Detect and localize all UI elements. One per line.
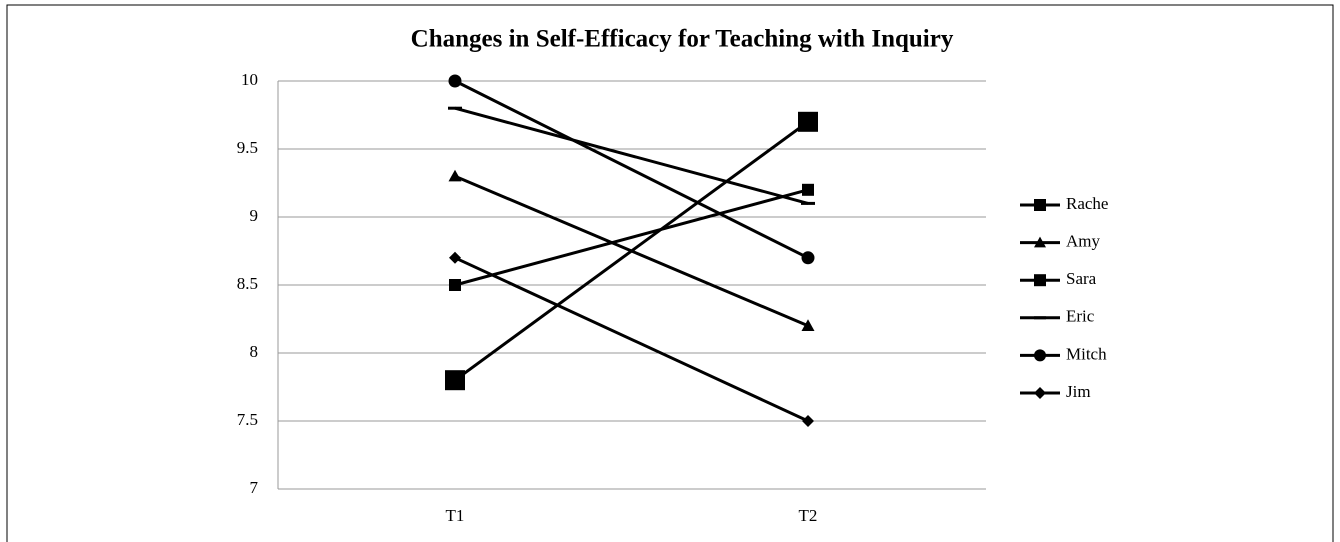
chart-border	[6, 4, 1334, 542]
series-line	[454, 174, 809, 328]
data-point	[448, 169, 462, 182]
data-point	[798, 111, 818, 132]
series-line	[454, 256, 809, 423]
y-tick-label: 8.5	[237, 274, 258, 293]
data-point	[802, 183, 814, 196]
y-tick-label: 9	[250, 206, 259, 225]
x-tick-label: T2	[799, 506, 818, 525]
legend: Rache Amy Sara Eric Mitch Jim	[1020, 194, 1108, 401]
y-tick-label: 8	[250, 342, 259, 361]
data-point	[802, 415, 814, 427]
y-tick-label: 10	[241, 70, 258, 89]
data-point	[801, 251, 815, 265]
x-tick-label: T1	[446, 506, 465, 525]
y-tick-label: 7.5	[237, 410, 258, 429]
data-point	[801, 319, 815, 331]
legend-marker	[1034, 349, 1046, 362]
data-point	[448, 74, 462, 88]
legend-label: Rache	[1066, 194, 1108, 213]
legend-label: Sara	[1066, 269, 1097, 288]
series-line	[454, 188, 809, 287]
data-point	[449, 279, 461, 291]
legend-label: Jim	[1066, 382, 1091, 401]
legend-marker	[1034, 387, 1046, 399]
chart-title: Changes in Self-Efficacy for Teaching wi…	[411, 26, 954, 53]
data-point	[445, 370, 465, 391]
legend-marker	[1034, 274, 1046, 287]
data-point	[449, 251, 461, 264]
legend-marker	[1034, 199, 1046, 211]
series-line	[454, 79, 809, 260]
y-tick-label: 7	[250, 478, 259, 497]
legend-label: Mitch	[1066, 344, 1107, 363]
legend-label: Eric	[1066, 307, 1095, 326]
legend-marker	[1034, 236, 1046, 248]
y-tick-label: 9.5	[237, 138, 258, 157]
series-line	[454, 106, 809, 205]
legend-label: Amy	[1066, 232, 1101, 251]
